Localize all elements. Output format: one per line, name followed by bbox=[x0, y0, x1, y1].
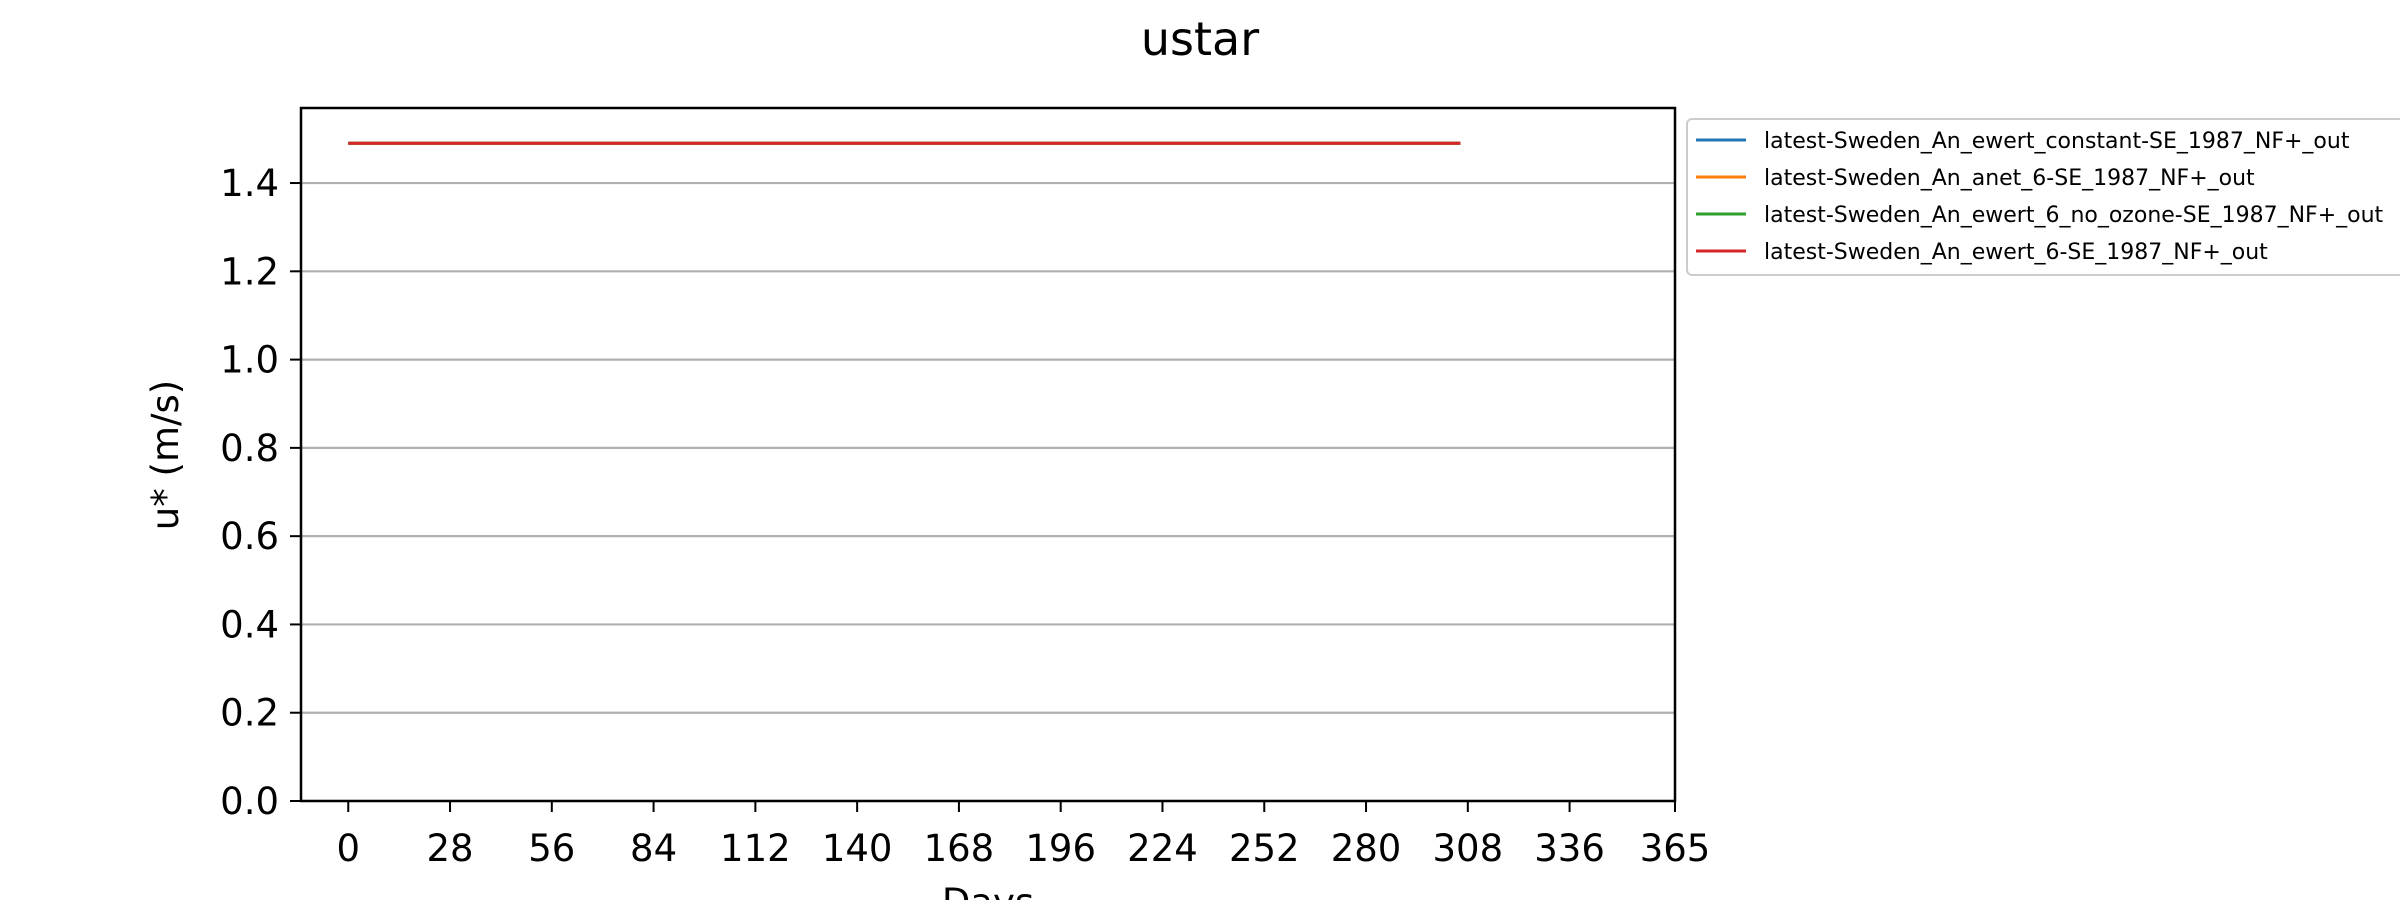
x-tick-label: 168 bbox=[924, 827, 995, 870]
y-tick-label: 0.2 bbox=[220, 692, 279, 735]
y-axis-label: u* (m/s) bbox=[144, 380, 187, 530]
y-tick-label: 0.4 bbox=[220, 603, 279, 646]
x-tick-label: 252 bbox=[1229, 827, 1300, 870]
legend-label: latest-Sweden_An_ewert_6_no_ozone-SE_198… bbox=[1764, 203, 2384, 228]
x-tick-label: 365 bbox=[1640, 827, 1711, 870]
y-tick-label: 0.0 bbox=[220, 780, 279, 823]
y-tick-label: 1.4 bbox=[220, 162, 279, 205]
x-tick-label: 308 bbox=[1432, 827, 1503, 870]
legend-label: latest-Sweden_An_ewert_constant-SE_1987_… bbox=[1764, 129, 2350, 154]
y-axis-ticks: 0.0 0.2 0.4 0.6 0.8 1.0 1.2 1.4 bbox=[220, 162, 301, 823]
x-axis-ticks: 0 28 56 84 112 140 168 196 224 252 280 308 336 365 bbox=[336, 801, 1710, 870]
grid-lines bbox=[301, 181, 1675, 803]
x-tick-label: 28 bbox=[426, 827, 473, 870]
legend-label: latest-Sweden_An_anet_6-SE_1987_NF+_out bbox=[1764, 166, 2255, 191]
y-tick-label: 0.8 bbox=[220, 427, 279, 470]
chart-title: ustar bbox=[1141, 12, 1259, 66]
x-tick-label: 196 bbox=[1025, 827, 1096, 870]
x-tick-label: 56 bbox=[528, 827, 575, 870]
legend: latest-Sweden_An_ewert_constant-SE_1987_… bbox=[1686, 118, 2400, 276]
x-tick-label: 140 bbox=[822, 827, 893, 870]
x-tick-label: 224 bbox=[1127, 827, 1198, 870]
x-tick-label: 336 bbox=[1534, 827, 1605, 870]
x-tick-label: 84 bbox=[630, 827, 677, 870]
legend-label: latest-Sweden_An_ewert_6-SE_1987_NF+_out bbox=[1764, 240, 2268, 265]
y-tick-label: 1.2 bbox=[220, 250, 279, 293]
x-axis-label: Days bbox=[942, 881, 1034, 900]
y-tick-label: 1.0 bbox=[220, 339, 279, 382]
x-tick-label: 112 bbox=[720, 827, 791, 870]
legend-box bbox=[1686, 118, 2400, 276]
x-tick-label: 0 bbox=[336, 827, 360, 870]
plot-frame bbox=[299, 106, 1677, 803]
x-tick-label: 280 bbox=[1331, 827, 1402, 870]
y-tick-label: 0.6 bbox=[220, 515, 279, 558]
